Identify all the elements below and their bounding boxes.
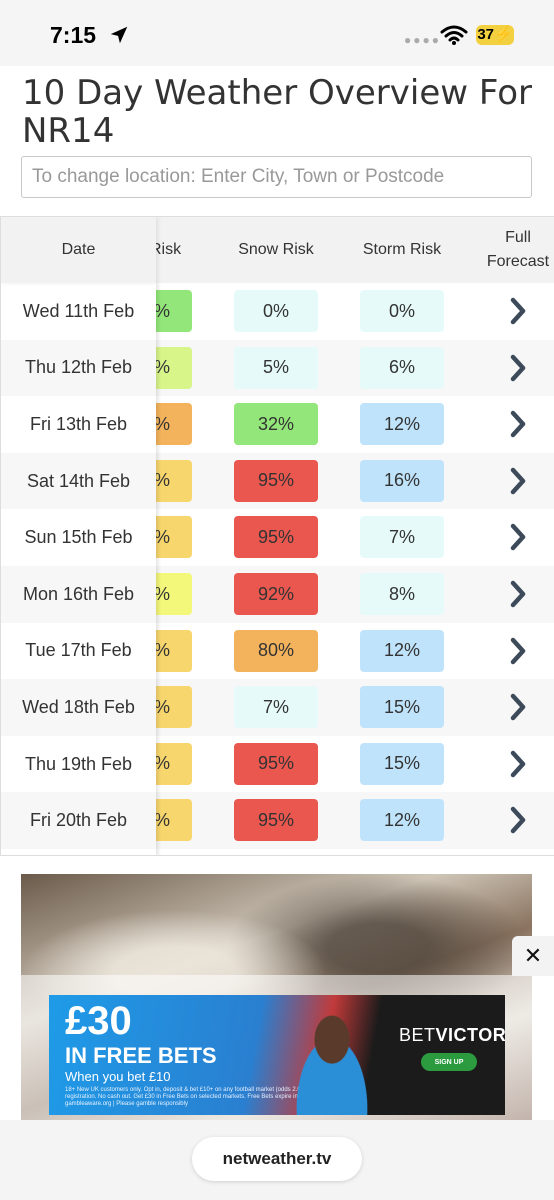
ad-subline: When you bet £10 xyxy=(65,1069,171,1084)
date-cell: Thu 19th Feb xyxy=(24,753,133,774)
prev-risk-cell: % xyxy=(150,629,192,672)
weather-table: Risk Snow Risk Storm Risk Full Forecast … xyxy=(0,216,554,856)
table-row: % 80% 12% xyxy=(0,623,554,680)
ad-small-print: 18+ New UK customers only. Opt in, depos… xyxy=(65,1087,361,1107)
table-row: % 32% 12% xyxy=(0,396,554,453)
ad-amount: £30 xyxy=(65,999,132,1043)
table-row: % 95% 7% xyxy=(0,509,554,566)
ad-headline: IN FREE BETS xyxy=(65,1043,217,1068)
storm-risk-cell: 12% xyxy=(360,799,444,842)
chevron-right-icon[interactable] xyxy=(506,692,530,722)
snow-risk-cell: 32% xyxy=(234,403,318,446)
date-cell: Sun 15th Feb xyxy=(24,527,133,548)
date-cell: Fri 13th Feb xyxy=(29,413,128,434)
snow-risk-cell: 95% xyxy=(234,742,318,785)
storm-risk-cell: 16% xyxy=(360,459,444,502)
prev-risk-cell: % xyxy=(150,290,192,332)
chevron-right-icon[interactable] xyxy=(506,466,530,496)
wifi-icon xyxy=(440,25,468,45)
snow-risk-cell: 80% xyxy=(234,629,318,672)
snow-risk-cell: 7% xyxy=(234,686,318,729)
storm-risk-cell: 12% xyxy=(360,629,444,672)
table-row: % 0% 0% xyxy=(0,283,554,340)
status-bar: 7:15 ●●●● 37⚡ xyxy=(0,0,554,66)
date-cell: Wed 18th Feb xyxy=(1,679,156,736)
snow-risk-cell: 95% xyxy=(234,516,318,559)
ad-banner[interactable]: £30 IN FREE BETS When you bet £10 18+ Ne… xyxy=(49,995,505,1115)
header-snow-risk: Snow Risk xyxy=(238,241,314,258)
date-cell: Fri 20th Feb xyxy=(1,792,156,849)
snow-risk-cell: 95% xyxy=(234,799,318,842)
storm-risk-cell: 12% xyxy=(360,403,444,446)
snow-risk-cell: 95% xyxy=(234,459,318,502)
snow-risk-cell: 5% xyxy=(234,346,318,389)
chevron-right-icon[interactable] xyxy=(506,353,530,383)
battery-level: 37 xyxy=(477,26,494,43)
storm-risk-cell: 0% xyxy=(360,290,444,332)
chevron-right-icon[interactable] xyxy=(506,749,530,779)
prev-risk-cell: % xyxy=(150,799,192,842)
date-cell: Mon 16th Feb xyxy=(1,566,156,623)
storm-risk-cell: 15% xyxy=(360,742,444,785)
storm-risk-cell: 8% xyxy=(360,573,444,615)
ad-signup-button[interactable]: SIGN UP xyxy=(421,1053,477,1071)
storm-risk-cell: 15% xyxy=(360,686,444,729)
storm-risk-cell: 6% xyxy=(360,346,444,389)
chevron-right-icon[interactable] xyxy=(506,805,530,835)
table-row: % 95% 15% xyxy=(0,736,554,793)
ad-close-button[interactable]: ✕ xyxy=(512,936,554,976)
signal-dots-icon: ●●●● xyxy=(404,33,441,47)
ad-footballer-image xyxy=(277,999,387,1115)
date-cell: Thu 12th Feb xyxy=(1,339,156,397)
battery-indicator: 37⚡ xyxy=(476,25,514,45)
header-date: Date xyxy=(0,217,156,283)
snow-risk-cell: 92% xyxy=(234,573,318,615)
chevron-right-icon[interactable] xyxy=(506,409,530,439)
status-time: 7:15 xyxy=(50,22,97,48)
page-title: 10 Day Weather Overview For NR14 xyxy=(22,73,532,151)
chevron-right-icon[interactable] xyxy=(506,579,530,609)
chevron-right-icon[interactable] xyxy=(506,296,530,326)
header-full-forecast: Full Forecast xyxy=(486,229,550,270)
ad-brand-logo: BETVICTOR xyxy=(399,1025,505,1046)
chevron-right-icon[interactable] xyxy=(506,636,530,666)
prev-risk-cell: % xyxy=(150,742,192,785)
header-storm-risk: Storm Risk xyxy=(362,241,442,258)
storm-risk-cell: 7% xyxy=(360,516,444,559)
date-cell: Sat 14th Feb xyxy=(1,452,156,510)
prev-risk-cell: % xyxy=(150,573,192,615)
date-column: Wed 11th Feb Thu 12th Feb Fri 13th Feb Sat … xyxy=(0,283,156,855)
location-arrow-icon xyxy=(110,26,128,44)
date-cell: Wed 11th Feb xyxy=(22,300,135,321)
prev-risk-cell: % xyxy=(150,403,192,446)
chevron-right-icon[interactable] xyxy=(506,522,530,552)
ad-brand-b: VICTOR xyxy=(435,1025,505,1045)
snow-risk-cell: 0% xyxy=(234,290,318,332)
date-cell: Tue 17th Feb xyxy=(25,640,132,661)
prev-risk-cell: % xyxy=(150,686,192,729)
location-search-input[interactable] xyxy=(21,156,532,198)
prev-risk-cell: % xyxy=(150,516,192,559)
ad-brand-a: BET xyxy=(399,1025,436,1045)
browser-url-bar[interactable]: netweather.tv xyxy=(192,1137,362,1181)
prev-risk-cell: % xyxy=(150,459,192,502)
header-prev-risk: Risk xyxy=(150,241,182,258)
prev-risk-cell: % xyxy=(150,346,192,389)
